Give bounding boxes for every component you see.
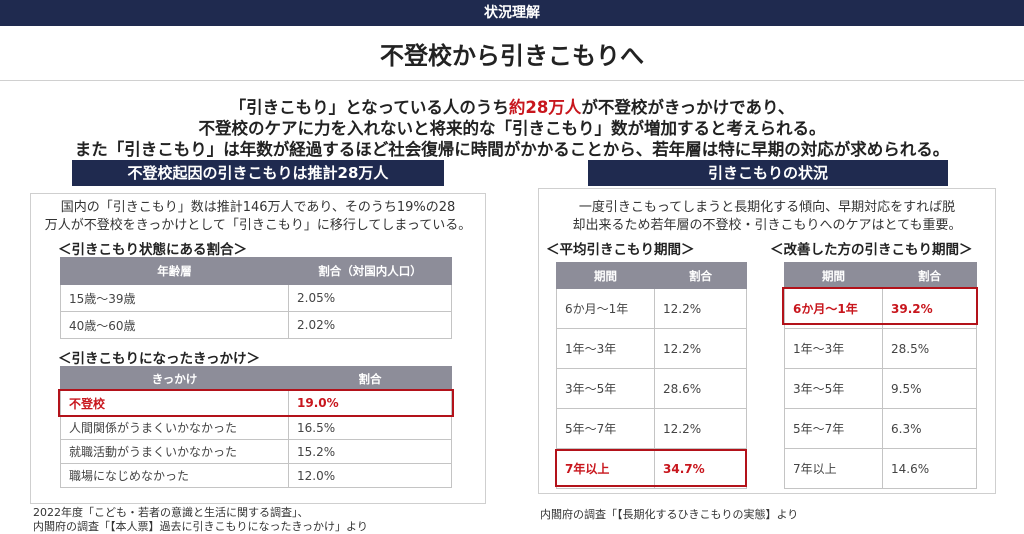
summary-highlight: 約28万人: [508, 98, 582, 117]
table-cell: 就職活動がうまくいかなかった: [60, 439, 289, 464]
table-cell: 16.5%: [288, 415, 452, 440]
table-cell: 28.6%: [654, 368, 747, 409]
table-row: 7年以上 14.6%: [784, 448, 977, 489]
table-cell: 1年〜3年: [784, 328, 883, 369]
table-cell: 2.02%: [288, 311, 452, 339]
column-header: 割合: [288, 366, 452, 391]
avg-period-heading: ＜平均引きこもり期間＞: [546, 242, 695, 258]
trigger-table-heading: ＜引きこもりになったきっかけ＞: [58, 351, 260, 367]
table-row: 職場になじめなかった 12.0%: [60, 463, 452, 488]
table-row: 15歳〜39歳 2.05%: [60, 284, 452, 312]
table-cell: 5年〜7年: [784, 408, 883, 449]
table-cell: 7年以上: [784, 448, 883, 489]
table-row: 5年〜7年 12.2%: [556, 408, 747, 449]
left-paragraph-line-1: 国内の「引きこもり」数は推計146万人であり、そのうち19%の28: [60, 200, 456, 215]
summary-line-2: 不登校のケアに力を入れないと将来的な「引きこもり」数が増加すると考えられる。: [198, 119, 826, 138]
table-row: 1年〜3年 12.2%: [556, 328, 747, 369]
summary-line-1-post: が不登校がきっかけであり、: [581, 98, 795, 117]
table-row-highlighted: 不登校 19.0%: [60, 390, 452, 416]
table-header-row: きっかけ 割合: [60, 366, 452, 391]
table-row: 3年〜5年 28.6%: [556, 368, 747, 409]
table-cell: 9.5%: [882, 368, 977, 409]
table-header-row: 年齢層 割合（対国内人口）: [60, 257, 452, 285]
table-cell: 5年〜7年: [556, 408, 655, 449]
column-header: 割合（対国内人口）: [288, 257, 452, 285]
right-paragraph-line-1: 一度引きこもってしまうと長期化する傾向、早期対応をすれば脱: [578, 200, 956, 215]
table-cell: 12.2%: [654, 408, 747, 449]
category-label: 状況理解: [484, 5, 540, 21]
table-cell: 不登校: [60, 390, 289, 416]
improved-period-table: 期間 割合 6か月〜1年 39.2% 1年〜3年 28.5% 3年〜5年 9.5…: [784, 262, 977, 489]
trigger-ratio-table: きっかけ 割合 不登校 19.0% 人間関係がうまくいかなかった 16.5% 就…: [60, 366, 452, 488]
summary-line-1-pre: 「引きこもり」となっている人のうち: [229, 98, 509, 117]
table-cell: 1年〜3年: [556, 328, 655, 369]
table-row: 1年〜3年 28.5%: [784, 328, 977, 369]
left-paragraph-line-2: 万人が不登校をきっかけとして「引きこもり」に移行してしまっている。: [44, 218, 472, 233]
left-source-line-1: 2022年度「こども・若者の意識と生活に関する調査」、: [33, 506, 309, 519]
column-header: 割合: [882, 262, 977, 289]
table-row: 6か月〜1年 12.2%: [556, 288, 747, 329]
table-row: 3年〜5年 9.5%: [784, 368, 977, 409]
table-cell: 34.7%: [654, 448, 747, 489]
right-section-band: 引きこもりの状況: [588, 160, 948, 186]
table-header-row: 期間 割合: [556, 262, 747, 289]
right-source: 内閣府の調査「【長期化するひきこもりの実態】より: [540, 508, 799, 521]
column-header: 年齢層: [60, 257, 289, 285]
table-row: 人間関係がうまくいかなかった 16.5%: [60, 415, 452, 440]
table-row-highlighted: 7年以上 34.7%: [556, 448, 747, 489]
improved-period-heading: ＜改善した方の引きこもり期間＞: [770, 242, 973, 258]
category-bar: 状況理解: [0, 0, 1024, 26]
table-cell: 6.3%: [882, 408, 977, 449]
table-cell: 40歳〜60歳: [60, 311, 289, 339]
highlight-frame-6-months: [782, 287, 978, 325]
table-row: 40歳〜60歳 2.02%: [60, 311, 452, 339]
table-cell: 7年以上: [556, 448, 655, 489]
table-cell: 3年〜5年: [784, 368, 883, 409]
right-paragraph-line-2: 却出来るため若年層の不登校・引きこもりへのケアはとても重要。: [572, 218, 962, 233]
table-cell: 12.0%: [288, 463, 452, 488]
summary-line-3: また「引きこもり」は年数が経過するほど社会復帰に時間がかかることから、若年層は特…: [74, 140, 950, 159]
table-cell: 2.05%: [288, 284, 452, 312]
left-source-line-2: 内閣府の調査「【本人票】過去に引きこもりになったきっかけ」より: [33, 520, 368, 533]
left-section-band: 不登校起因の引きこもりは推計28万人: [72, 160, 444, 186]
highlight-frame-futoko: [58, 389, 454, 417]
table-cell: 15.2%: [288, 439, 452, 464]
table-header-row: 期間 割合: [784, 262, 977, 289]
table-cell: 人間関係がうまくいかなかった: [60, 415, 289, 440]
table-cell: 28.5%: [882, 328, 977, 369]
age-table-heading: ＜引きこもり状態にある割合＞: [58, 242, 247, 258]
table-cell: 15歳〜39歳: [60, 284, 289, 312]
table-row: 就職活動がうまくいかなかった 15.2%: [60, 439, 452, 464]
title-divider: [0, 80, 1024, 81]
avg-period-table: 期間 割合 6か月〜1年 12.2% 1年〜3年 12.2% 3年〜5年 28.…: [556, 262, 747, 489]
table-cell: 12.2%: [654, 328, 747, 369]
table-cell: 19.0%: [288, 390, 452, 416]
column-header: 期間: [556, 262, 655, 289]
column-header: 割合: [654, 262, 747, 289]
column-header: 期間: [784, 262, 883, 289]
table-cell: 12.2%: [654, 288, 747, 329]
table-cell: 14.6%: [882, 448, 977, 489]
table-cell: 3年〜5年: [556, 368, 655, 409]
table-row-highlighted: 6か月〜1年 39.2%: [784, 288, 977, 329]
summary-line-1: 「引きこもり」となっている人のうち約28万人が不登校がきっかけであり、: [0, 94, 1024, 118]
table-row: 5年〜7年 6.3%: [784, 408, 977, 449]
page-title: 不登校から引きこもりへ: [380, 42, 644, 70]
table-cell: 6か月〜1年: [784, 288, 883, 329]
age-ratio-table: 年齢層 割合（対国内人口） 15歳〜39歳 2.05% 40歳〜60歳 2.02…: [60, 257, 452, 339]
table-cell: 6か月〜1年: [556, 288, 655, 329]
table-cell: 職場になじめなかった: [60, 463, 289, 488]
highlight-frame-7-years: [555, 449, 747, 487]
column-header: きっかけ: [60, 366, 289, 391]
